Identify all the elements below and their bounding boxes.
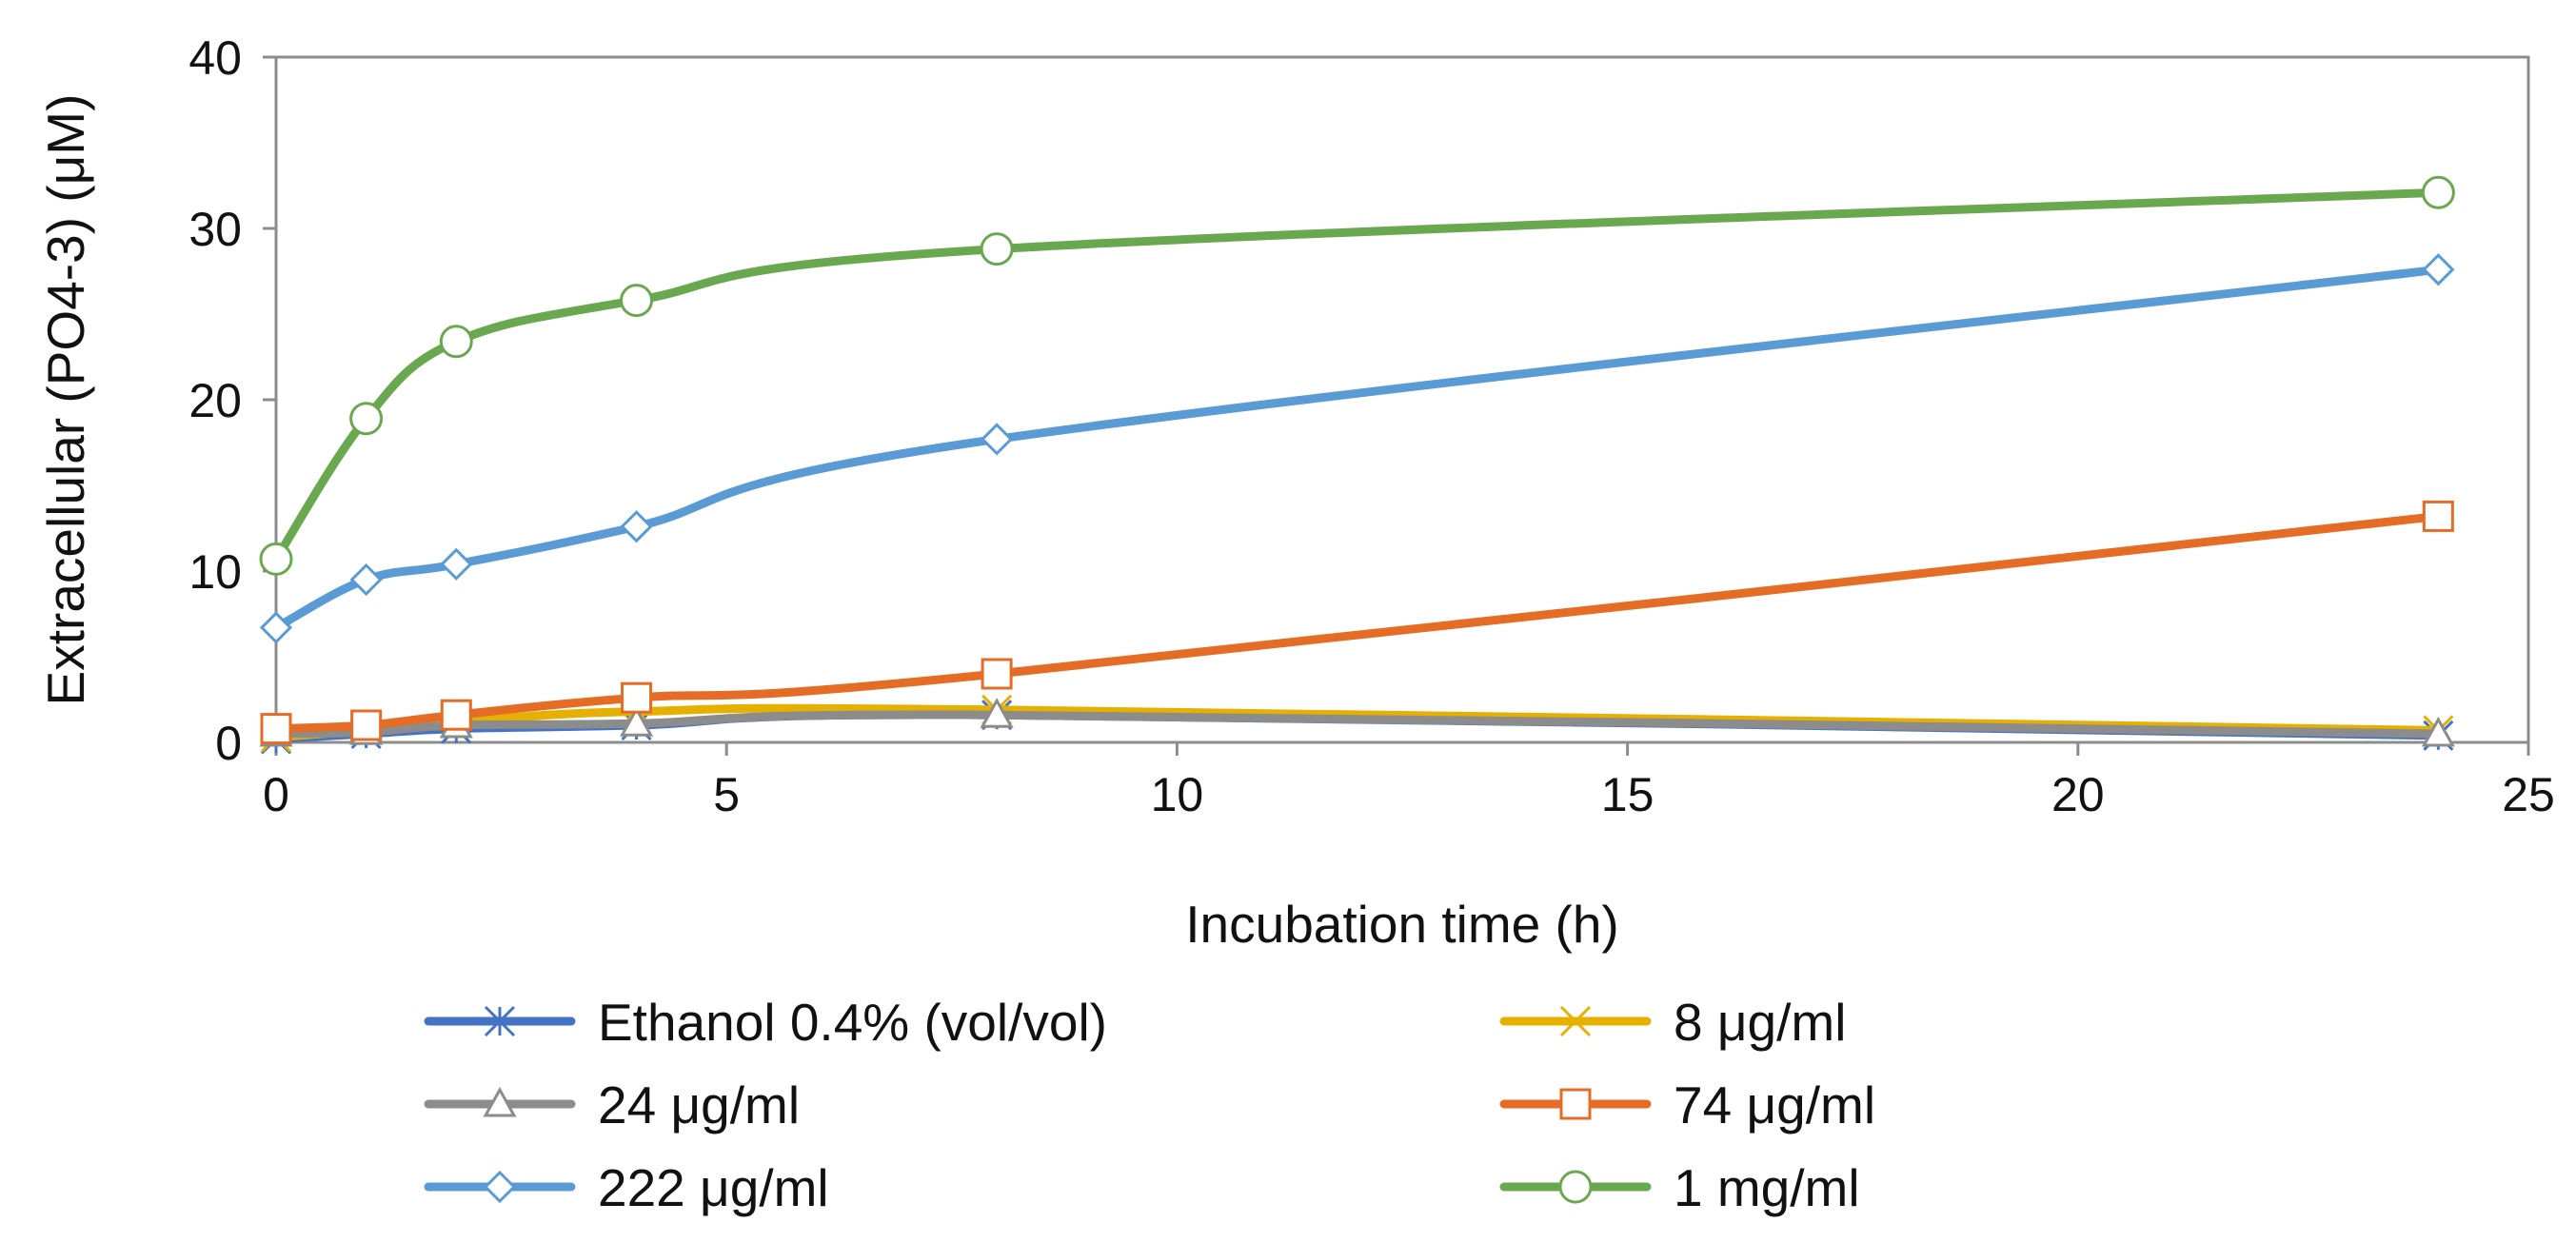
legend-item: Ethanol 0.4% (vol/vol) bbox=[424, 993, 1107, 1052]
series-line bbox=[271, 265, 2443, 632]
data-point bbox=[260, 713, 292, 745]
series-5 bbox=[259, 175, 2455, 576]
legend-label: 8 μg/ml bbox=[1674, 993, 1846, 1052]
data-point bbox=[980, 232, 1014, 266]
legend-marker bbox=[484, 1005, 516, 1037]
series-group bbox=[259, 175, 2455, 755]
data-point bbox=[980, 423, 1014, 456]
x-axis-title: Incubation time (h) bbox=[1185, 895, 1619, 954]
legend-marker bbox=[483, 1086, 517, 1117]
data-point bbox=[2421, 716, 2455, 747]
data-point bbox=[350, 709, 383, 741]
legend-label: 222 μg/ml bbox=[598, 1158, 829, 1217]
y-tick-label: 30 bbox=[188, 203, 242, 256]
legend-label: 1 mg/ml bbox=[1674, 1158, 1860, 1217]
data-point bbox=[2422, 500, 2454, 532]
x-tick-label: 10 bbox=[1151, 768, 1204, 821]
data-point bbox=[440, 547, 473, 581]
x-tick-label: 0 bbox=[263, 768, 289, 821]
legend-marker bbox=[1559, 1005, 1592, 1037]
data-point bbox=[259, 611, 293, 644]
data-point bbox=[439, 325, 473, 359]
y-axis-title: Extracellular (PO4-3) (μM) bbox=[36, 94, 95, 706]
legend-item: 74 μg/ml bbox=[1499, 1075, 1875, 1134]
series-3 bbox=[260, 500, 2454, 745]
data-point bbox=[440, 699, 472, 731]
data-point bbox=[980, 698, 1014, 728]
series-line bbox=[271, 710, 2443, 739]
axis-ticks: 0 5 10 15 20 25 0 10 20 30 40 bbox=[188, 31, 2554, 821]
y-tick-label: 20 bbox=[188, 374, 242, 427]
series-line bbox=[271, 511, 2443, 734]
legend-item: 1 mg/ml bbox=[1499, 1158, 1860, 1217]
data-point bbox=[620, 706, 654, 737]
legend-label: 24 μg/ml bbox=[598, 1075, 800, 1134]
data-point bbox=[259, 542, 293, 576]
data-point bbox=[620, 510, 653, 543]
series-4 bbox=[259, 253, 2455, 644]
legend-marker bbox=[1558, 1170, 1593, 1204]
data-point bbox=[620, 284, 654, 318]
legend-label: 74 μg/ml bbox=[1674, 1075, 1875, 1134]
x-tick-label: 25 bbox=[2502, 768, 2555, 821]
series-line bbox=[271, 187, 2443, 563]
legend-item: 8 μg/ml bbox=[1499, 993, 1846, 1052]
legend-item: 24 μg/ml bbox=[424, 1075, 800, 1134]
y-tick-label: 10 bbox=[188, 545, 242, 599]
x-tick-label: 20 bbox=[2051, 768, 2105, 821]
data-point bbox=[981, 658, 1013, 690]
data-point bbox=[621, 681, 653, 714]
legend-marker bbox=[1559, 1088, 1592, 1120]
y-tick-label: 40 bbox=[188, 31, 242, 85]
legend-marker bbox=[483, 1170, 517, 1204]
legend-label: Ethanol 0.4% (vol/vol) bbox=[598, 993, 1107, 1052]
x-tick-label: 5 bbox=[713, 768, 740, 821]
legend: Ethanol 0.4% (vol/vol) 8 μg/ml 24 μg/ml 74 … bbox=[424, 993, 1875, 1217]
legend-item: 222 μg/ml bbox=[424, 1158, 829, 1217]
data-point bbox=[2422, 253, 2455, 286]
plot-area bbox=[274, 55, 2530, 744]
data-point bbox=[349, 402, 384, 436]
data-point bbox=[349, 562, 383, 597]
y-tick-label: 0 bbox=[215, 717, 242, 770]
data-point bbox=[2421, 175, 2455, 209]
x-tick-label: 15 bbox=[1601, 768, 1655, 821]
